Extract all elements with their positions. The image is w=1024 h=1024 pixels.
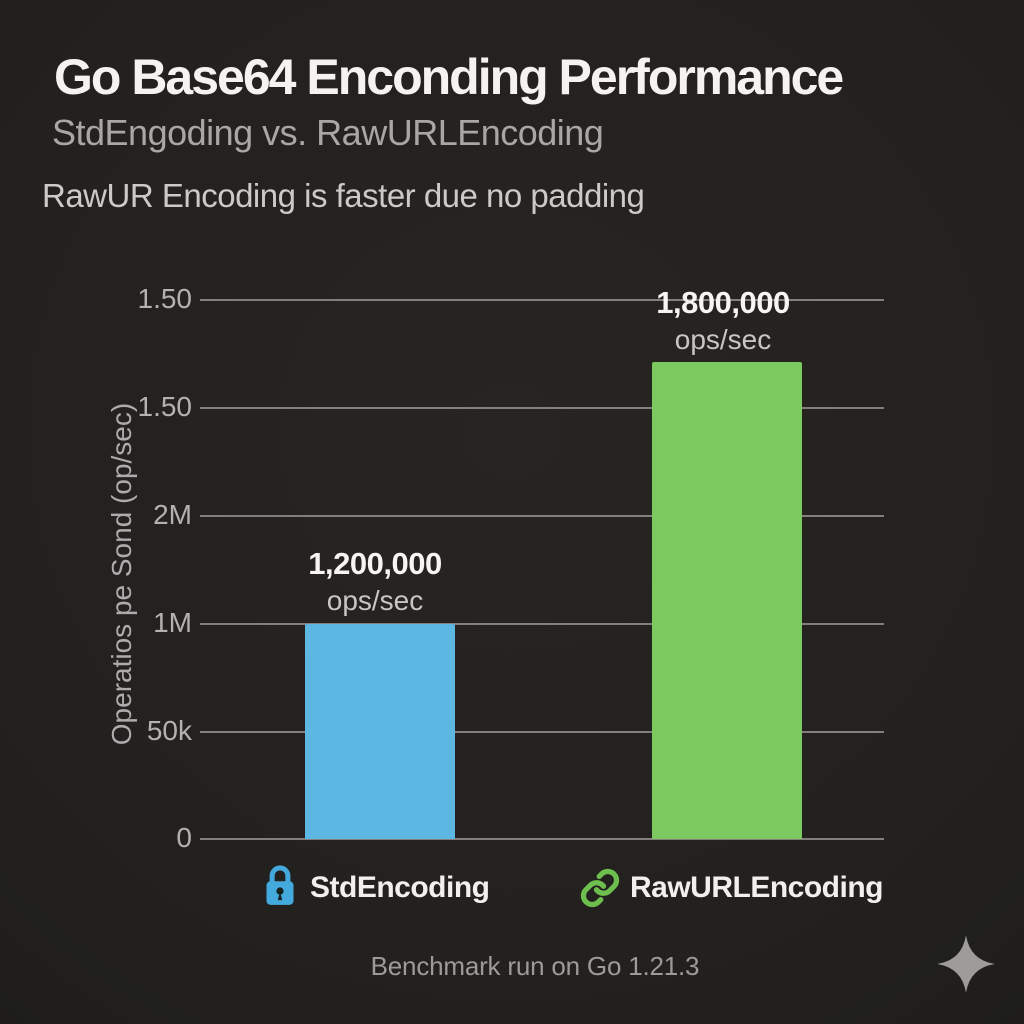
gridline — [200, 299, 884, 301]
lock-icon — [261, 864, 299, 908]
gridline — [200, 731, 884, 733]
page-subtitle: StdEngoding vs. RawURLEncoding — [52, 112, 604, 153]
bar-rawurlencoding — [652, 362, 802, 839]
legend-label-stdencoding: StdEncoding — [310, 871, 490, 904]
y-tick-label: 1M — [153, 607, 192, 638]
page-title: Go Base64 Enconding Performance — [54, 49, 844, 105]
bar-value-label-stdencoding: 1,200,000 ops/sec — [265, 546, 485, 617]
gridline — [200, 407, 884, 409]
sparkle-icon — [936, 934, 996, 994]
y-tick-label: 1.50 — [137, 391, 193, 422]
baseline-gridline — [200, 838, 884, 840]
bar-stdencoding — [305, 624, 455, 839]
y-tick-label: 0 — [176, 822, 192, 853]
value-text: 1,800,000 — [656, 285, 790, 320]
link-icon — [579, 867, 621, 909]
annotation-text: RawUR Encoding is faster due no padding — [42, 177, 645, 214]
legend-label-rawurlencoding: RawURLEncoding — [630, 871, 884, 904]
footer-caption: Benchmark run on Go 1.21.3 — [370, 951, 700, 981]
gridline — [200, 515, 884, 517]
y-tick-label: 1.50 — [137, 283, 193, 314]
bar-value-label-rawurlencoding: 1,800,000 ops/sec — [613, 285, 833, 356]
unit-text: ops/sec — [674, 324, 772, 355]
y-tick-label: 50k — [146, 715, 192, 746]
value-text: 1,200,000 — [308, 546, 442, 581]
gridline — [200, 623, 884, 625]
y-axis-title: Operatios pe Sond (op/sec) — [106, 402, 137, 746]
unit-text: ops/sec — [326, 585, 424, 616]
y-tick-label: 2M — [153, 499, 192, 530]
